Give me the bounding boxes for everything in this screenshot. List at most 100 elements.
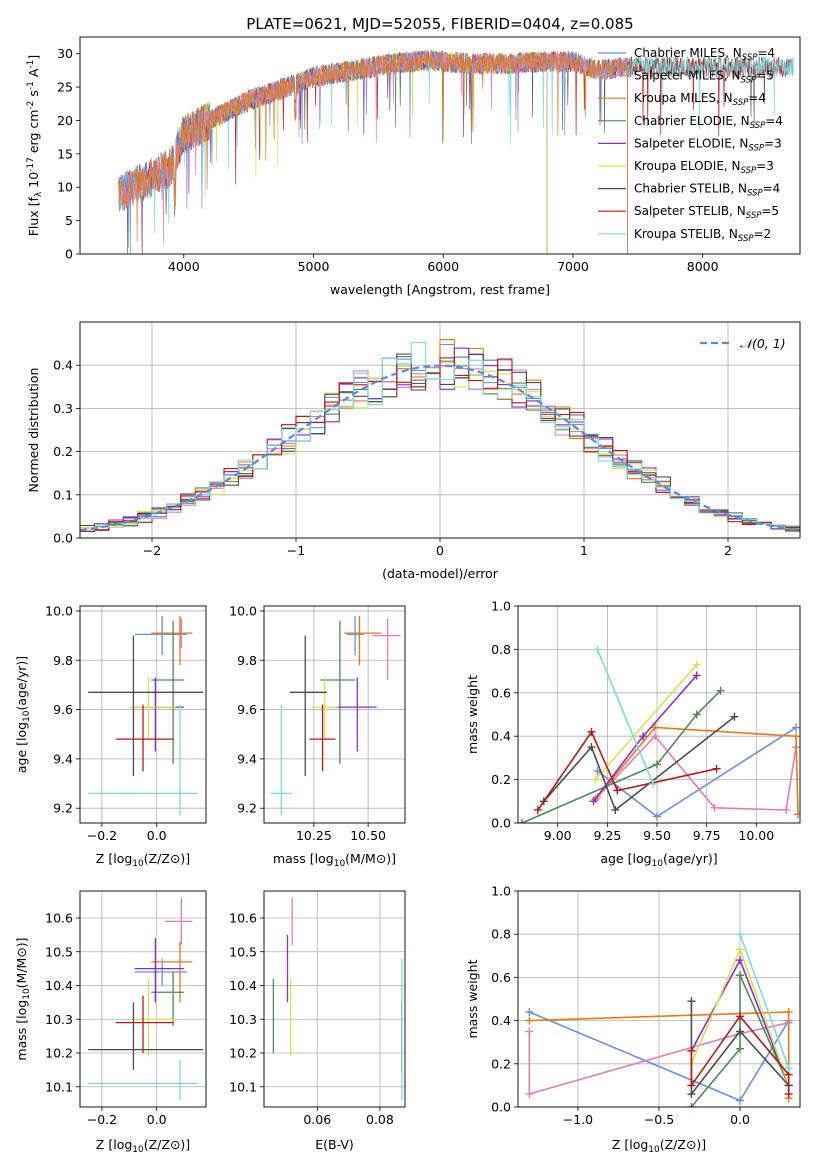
marker-chabrier-elodie bbox=[736, 971, 745, 980]
y-tick-label: 10.5 bbox=[229, 944, 257, 959]
figure-title: PLATE=0621, MJD=52055, FIBERID=0404, z=0… bbox=[246, 15, 633, 33]
y-tick-label: 10.5 bbox=[45, 944, 73, 959]
y-tick-label: 10.3 bbox=[229, 1012, 257, 1027]
x-tick-label: 8000 bbox=[687, 259, 719, 274]
y-tick-label: 9.4 bbox=[237, 751, 257, 766]
marker-kroupa-elodie bbox=[591, 775, 600, 784]
y-tick-label: 0.6 bbox=[491, 970, 511, 985]
y-tick-label: 0.3 bbox=[53, 401, 73, 416]
marker-salpeter-miles bbox=[651, 732, 660, 741]
y-tick-label: 0.0 bbox=[491, 1100, 511, 1115]
legend-label: Salpeter STELIB, NSSP=5 bbox=[634, 204, 779, 221]
plot-area bbox=[88, 615, 204, 816]
marker-salpeter-miles bbox=[710, 803, 719, 812]
x-tick-label: −0.2 bbox=[87, 1112, 117, 1127]
y-tick-label: 1.0 bbox=[491, 884, 511, 899]
marker-chabrier-elodie bbox=[653, 760, 662, 769]
axes-frame: −1.0 −0.5 0.0 0.0 0.2 0.4 0.6 0.8 1.0 bbox=[491, 884, 801, 1127]
x-tick-label: −1.0 bbox=[563, 1112, 593, 1127]
x-tick-label: −2 bbox=[143, 543, 161, 558]
axes-border bbox=[517, 605, 801, 824]
marker-salpeter-stelib bbox=[712, 764, 721, 773]
marker-salpeter-elodie bbox=[692, 671, 701, 680]
marker-salpeter-stelib bbox=[687, 1081, 696, 1090]
y-tick-label: 0.1 bbox=[53, 487, 73, 502]
axes-border bbox=[263, 605, 406, 824]
series-salpeter-stelib bbox=[537, 730, 717, 811]
marker-salpeter-stelib bbox=[784, 1090, 793, 1099]
x-tick-label: 9.25 bbox=[593, 828, 621, 843]
y-tick-label: 0.2 bbox=[53, 444, 73, 459]
panel-age-vs-z: −0.2 0.0 9.2 9.4 9.6 9.8 10.0 Z [log10​(Z/Z⊙)] a… bbox=[14, 603, 207, 869]
marker-chabrier-elodie bbox=[692, 710, 701, 719]
y-tick-label: 0.2 bbox=[491, 772, 511, 787]
y-tick-label: 0.4 bbox=[53, 358, 73, 373]
marker-salpeter-miles bbox=[525, 1090, 534, 1099]
y-tick-label: 9.8 bbox=[53, 653, 73, 668]
marker-salpeter-stelib bbox=[587, 727, 596, 736]
gaussian-curve bbox=[80, 364, 798, 532]
marker-kroupa-stelib bbox=[593, 645, 602, 654]
x-tick-label: 7000 bbox=[557, 259, 589, 274]
x-tick-label: 1 bbox=[580, 543, 588, 558]
marker-chabrier-miles bbox=[653, 812, 662, 821]
axes-frame: 4000 5000 6000 7000 8000 0 5 10 15 20 25 30 bbox=[57, 36, 801, 274]
marker-chabrier-stelib bbox=[587, 743, 596, 752]
y-tick-label: 0.8 bbox=[491, 927, 511, 942]
y-tick-label: 0.6 bbox=[491, 685, 511, 700]
marker-kroupa-stelib bbox=[736, 930, 745, 939]
y-axis-label: mass [log10​(M/M⊙)] bbox=[14, 937, 32, 1060]
x-axis-label: E(B-V) bbox=[315, 1137, 354, 1152]
legend-label: Kroupa STELIB, NSSP=2 bbox=[634, 227, 771, 244]
x-tick-label: 9.50 bbox=[643, 828, 671, 843]
panel-mass-weight-vs-age: 9.00 9.25 9.50 9.75 10.00 0.0 0.2 0.4 0.6 0.8 1.0 a… bbox=[465, 599, 801, 869]
axes-border bbox=[79, 605, 207, 824]
y-tick-label: 0.8 bbox=[491, 642, 511, 657]
series-chabrier-stelib bbox=[543, 716, 735, 812]
y-tick-label: 10.6 bbox=[229, 911, 257, 926]
y-tick-label: 25 bbox=[57, 80, 73, 95]
legend-label: Kroupa ELODIE, NSSP=3 bbox=[634, 159, 774, 176]
y-tick-label: 10.0 bbox=[45, 603, 73, 618]
x-tick-label: 10.00 bbox=[738, 828, 774, 843]
series-chabrier-elodie bbox=[521, 690, 722, 823]
y-tick-label: 0.2 bbox=[491, 1056, 511, 1071]
marker-salpeter-elodie bbox=[639, 732, 648, 741]
x-tick-label: 0.08 bbox=[366, 1112, 394, 1127]
marker-kroupa-miles bbox=[784, 1007, 793, 1016]
y-tick-label: 9.2 bbox=[237, 801, 257, 816]
plot-area bbox=[270, 615, 401, 816]
axes-border bbox=[263, 890, 406, 1108]
marker-kroupa-miles bbox=[651, 723, 660, 732]
plot-area bbox=[518, 645, 800, 823]
panel-age-vs-mass: 10.25 10.50 9.2 9.4 9.6 9.8 10.0 mass [log10​(M… bbox=[229, 603, 406, 869]
legend-label: Salpeter ELODIE, NSSP=3 bbox=[634, 136, 782, 153]
marker-chabrier-elodie bbox=[687, 1103, 696, 1107]
plot-area bbox=[525, 930, 793, 1107]
plot-area bbox=[272, 897, 403, 1101]
x-tick-label: 4000 bbox=[168, 259, 200, 274]
x-axis-label: Z [log10​(Z/Z⊙)] bbox=[96, 851, 190, 869]
series-chabrier-elodie bbox=[690, 974, 790, 1107]
y-tick-label: 10.1 bbox=[45, 1079, 73, 1094]
axes-frame: 0.06 0.08 10.1 10.2 10.3 10.4 10.5 10.6 bbox=[229, 890, 406, 1127]
x-axis-label: (data-model)/error bbox=[382, 566, 499, 581]
legend: Chabrier MILES, NSSP=4 Salpeter MILES, NS… bbox=[598, 46, 783, 244]
x-axis-label: wavelength [Angstrom, rest frame] bbox=[330, 282, 550, 297]
axes-frame: −0.2 0.0 10.1 10.2 10.3 10.4 10.5 10.6 bbox=[45, 890, 207, 1127]
x-axis-label: age [log10​(age/yr)] bbox=[600, 851, 717, 869]
marker-salpeter-miles bbox=[782, 805, 791, 814]
panel-spectrum: 4000 5000 6000 7000 8000 0 5 10 15 20 25 30 waveleng… bbox=[26, 36, 801, 297]
marker-chabrier-elodie bbox=[736, 1044, 745, 1053]
panel-mass-vs-ebv: 0.06 0.08 10.1 10.2 10.3 10.4 10.5 10.6 E(B-V) bbox=[229, 890, 406, 1152]
plot-area bbox=[88, 897, 204, 1101]
marker-kroupa-miles bbox=[525, 1016, 534, 1025]
marker-chabrier-stelib bbox=[730, 712, 739, 721]
y-tick-label: 15 bbox=[57, 146, 73, 161]
series-chabrier-miles bbox=[596, 726, 797, 818]
marker-chabrier-miles bbox=[525, 1007, 534, 1016]
legend-label: Chabrier MILES, NSSP=4 bbox=[634, 46, 775, 63]
y-tick-label: 0.4 bbox=[491, 729, 511, 744]
series-kroupa-elodie bbox=[594, 664, 698, 781]
panel-residuals: −2 −1 0 1 2 0.0 0.1 0.2 0.3 0.4 𝒩(0, 1) (data-model… bbox=[26, 321, 801, 581]
